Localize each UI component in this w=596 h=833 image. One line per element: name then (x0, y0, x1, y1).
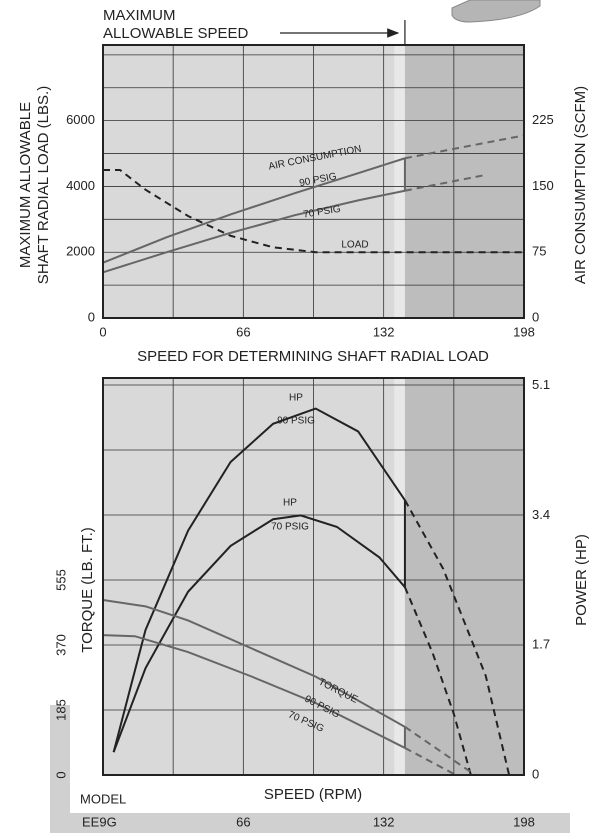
y2-tick-label: 75 (532, 244, 546, 259)
x-tick-label: 66 (236, 324, 250, 339)
y-tick-label: 6000 (66, 112, 95, 127)
y-axis-label: MAXIMUM ALLOWABLE (17, 102, 34, 268)
y2-tick-label: 3.4 (532, 507, 550, 522)
y2-tick-label: 150 (532, 178, 554, 193)
y2-axis-label: AIR CONSUMPTION (SCFM) (572, 86, 589, 284)
annotation: ALLOWABLE SPEED (103, 25, 249, 42)
x-tick-label: 198 (513, 324, 535, 339)
product-photo (451, 0, 541, 23)
curve (102, 189, 406, 274)
y-axis-label: SHAFT RADIAL LOAD (LBS.) (35, 86, 52, 284)
curve (102, 599, 406, 728)
y2-axis-label: POWER (HP) (573, 534, 590, 626)
curve-label: HP (283, 498, 297, 509)
y-tick-label: 0 (53, 771, 68, 778)
y-tick-label: 370 (53, 634, 68, 656)
curve (102, 634, 406, 749)
curve-label: HP (289, 393, 303, 404)
curve (102, 157, 406, 264)
plot-frame (102, 44, 525, 319)
band (404, 378, 524, 775)
annotation: MAXIMUM (103, 7, 176, 24)
x-axis-label: SPEED FOR DETERMINING SHAFT RADIAL LOAD (137, 348, 489, 365)
curve-label: 70 PSIG (271, 522, 309, 533)
model-label: MODEL (80, 791, 126, 806)
y2-tick-label: 0 (532, 766, 539, 781)
curve (404, 726, 476, 776)
curve-label: 90 PSIG (277, 416, 315, 427)
y2-tick-label: 1.7 (532, 637, 550, 652)
curve (404, 747, 457, 776)
x-axis-label: SPEED (RPM) (264, 786, 362, 803)
model-band (70, 813, 570, 833)
x-tick-label: 132 (373, 324, 395, 339)
band (394, 378, 405, 775)
curve (404, 173, 486, 192)
x-tick-label: 66 (236, 814, 250, 829)
curve (112, 407, 406, 753)
curve (103, 168, 524, 254)
band (404, 45, 524, 318)
y2-tick-label: 5.1 (532, 377, 550, 392)
y-tick-label: 2000 (66, 244, 95, 259)
y2-tick-label: 0 (532, 309, 539, 324)
y2-tick-label: 225 (532, 112, 554, 127)
torque-band (50, 705, 70, 833)
y-tick-label: 4000 (66, 178, 95, 193)
plot-frame (102, 377, 525, 776)
x-tick-label: 132 (373, 814, 395, 829)
y-tick-label: 0 (88, 309, 95, 324)
band (394, 45, 405, 318)
y-tick-label: 185 (53, 699, 68, 721)
y-axis-label: TORQUE (LB. FT.) (79, 527, 96, 653)
curve (404, 134, 525, 160)
curve-label: LOAD (341, 240, 368, 251)
model: EE9G (82, 814, 117, 829)
y-tick-label: 555 (53, 569, 68, 591)
x-tick-label: 0 (99, 324, 106, 339)
x-tick-label: 198 (513, 814, 535, 829)
curve (404, 499, 511, 776)
